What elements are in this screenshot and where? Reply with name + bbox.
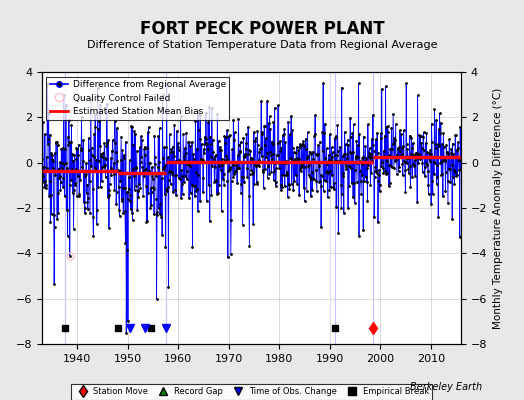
Text: FORT PECK POWER PLANT: FORT PECK POWER PLANT [140,20,384,38]
Text: Difference of Station Temperature Data from Regional Average: Difference of Station Temperature Data f… [87,40,437,50]
Y-axis label: Monthly Temperature Anomaly Difference (°C): Monthly Temperature Anomaly Difference (… [493,87,503,329]
Legend: Station Move, Record Gap, Time of Obs. Change, Empirical Break: Station Move, Record Gap, Time of Obs. C… [71,384,432,400]
Text: Berkeley Earth: Berkeley Earth [410,382,482,392]
